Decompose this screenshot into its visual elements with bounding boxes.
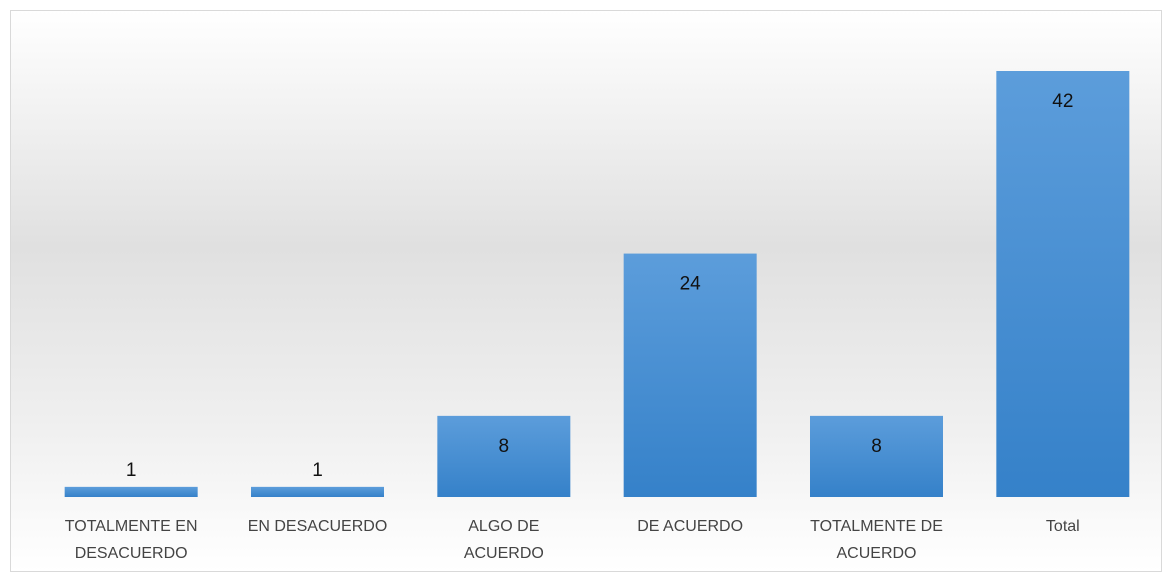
data-label: 42: [1052, 91, 1073, 112]
data-label: 1: [312, 460, 323, 481]
x-tick-label: TOTALMENTE DE ACUERDO: [810, 518, 943, 562]
bar: [437, 415, 571, 497]
bar: [623, 253, 757, 497]
x-tick-label: DE ACUERDO: [637, 518, 744, 535]
chart-frame: [10, 10, 1162, 572]
bar: [810, 415, 943, 497]
x-tick-label: ALGO DE ACUERDO: [463, 518, 544, 562]
bar: [64, 486, 198, 497]
data-label: 8: [871, 436, 882, 457]
bar: [251, 486, 384, 497]
x-tick-label: TOTALMENTE EN DESACUERDO: [64, 518, 198, 562]
x-tick-label: EN DESACUERDO: [247, 518, 388, 535]
x-tick-label: Total: [1045, 518, 1080, 535]
data-label: 24: [680, 274, 702, 295]
data-label: 8: [499, 436, 510, 457]
data-label: 1: [126, 460, 137, 481]
bar: [996, 71, 1130, 497]
